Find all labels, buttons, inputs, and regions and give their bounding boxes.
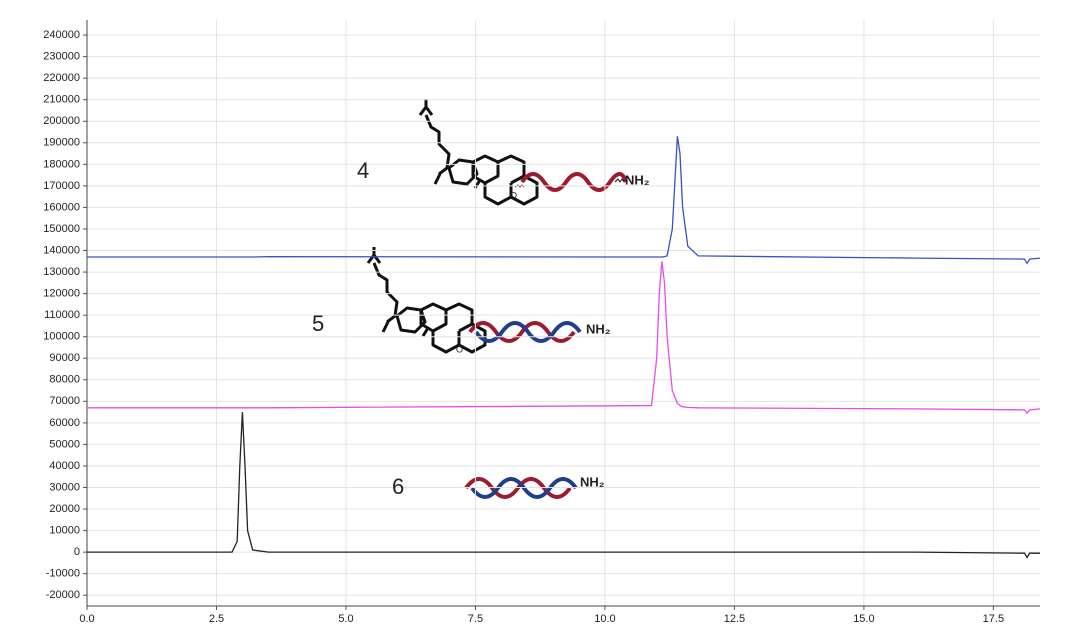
y-tick-label: 210000 bbox=[43, 94, 80, 106]
annotation: 5 bbox=[312, 311, 324, 336]
y-tick-label: 230000 bbox=[43, 51, 80, 63]
annotation: NH₂ bbox=[586, 321, 611, 336]
y-tick-label: 30000 bbox=[49, 481, 80, 493]
y-tick-label: 70000 bbox=[49, 395, 80, 407]
annotation: 4 bbox=[357, 158, 369, 183]
y-tick-label: 150000 bbox=[43, 223, 80, 235]
y-tick-label: 60000 bbox=[49, 417, 80, 429]
x-tick-label: 17.5 bbox=[983, 613, 1004, 625]
y-tick-label: -20000 bbox=[46, 589, 80, 601]
y-tick-label: 110000 bbox=[44, 309, 80, 321]
trace bbox=[87, 261, 1041, 415]
y-tick-label: -10000 bbox=[46, 568, 80, 580]
y-tick-label: 140000 bbox=[43, 244, 80, 256]
x-tick-label: 15.0 bbox=[853, 613, 874, 625]
y-tick-label: 180000 bbox=[43, 158, 80, 170]
y-tick-label: 90000 bbox=[49, 352, 80, 364]
y-tick-label: 0 bbox=[74, 546, 80, 558]
y-tick-label: 200000 bbox=[43, 115, 80, 127]
y-tick-label: 40000 bbox=[49, 460, 80, 472]
trace bbox=[87, 412, 1040, 559]
y-tick-label: 190000 bbox=[43, 137, 80, 149]
x-tick-label: 0.0 bbox=[79, 613, 94, 625]
y-tick-label: 240000 bbox=[43, 29, 80, 41]
double-helix bbox=[468, 321, 582, 343]
annotation: NH₂ bbox=[580, 474, 605, 489]
x-tick-label: 10.0 bbox=[594, 613, 615, 625]
single-strand bbox=[520, 172, 628, 192]
y-tick-label: 80000 bbox=[49, 374, 80, 386]
y-tick-label: 20000 bbox=[49, 503, 80, 515]
y-tick-label: 220000 bbox=[43, 72, 80, 84]
x-tick-label: 12.5 bbox=[724, 613, 745, 625]
annotation: NH₂ bbox=[625, 172, 650, 187]
annotation: O bbox=[510, 190, 517, 200]
y-tick-label: 130000 bbox=[43, 266, 80, 278]
y-tick-label: 50000 bbox=[49, 438, 80, 450]
steroid-structure bbox=[418, 97, 539, 206]
y-tick-label: 170000 bbox=[43, 180, 80, 192]
y-tick-label: 160000 bbox=[43, 201, 80, 213]
annotation: 6 bbox=[392, 474, 404, 499]
annotation: O bbox=[456, 344, 463, 354]
y-tick-label: 100000 bbox=[43, 331, 80, 343]
trace bbox=[87, 136, 1041, 265]
x-tick-label: 5.0 bbox=[338, 613, 353, 625]
y-tick-label: 120000 bbox=[43, 288, 80, 300]
x-tick-label: 2.5 bbox=[209, 613, 224, 625]
y-tick-label: 10000 bbox=[49, 525, 80, 537]
x-tick-label: 7.5 bbox=[468, 613, 483, 625]
